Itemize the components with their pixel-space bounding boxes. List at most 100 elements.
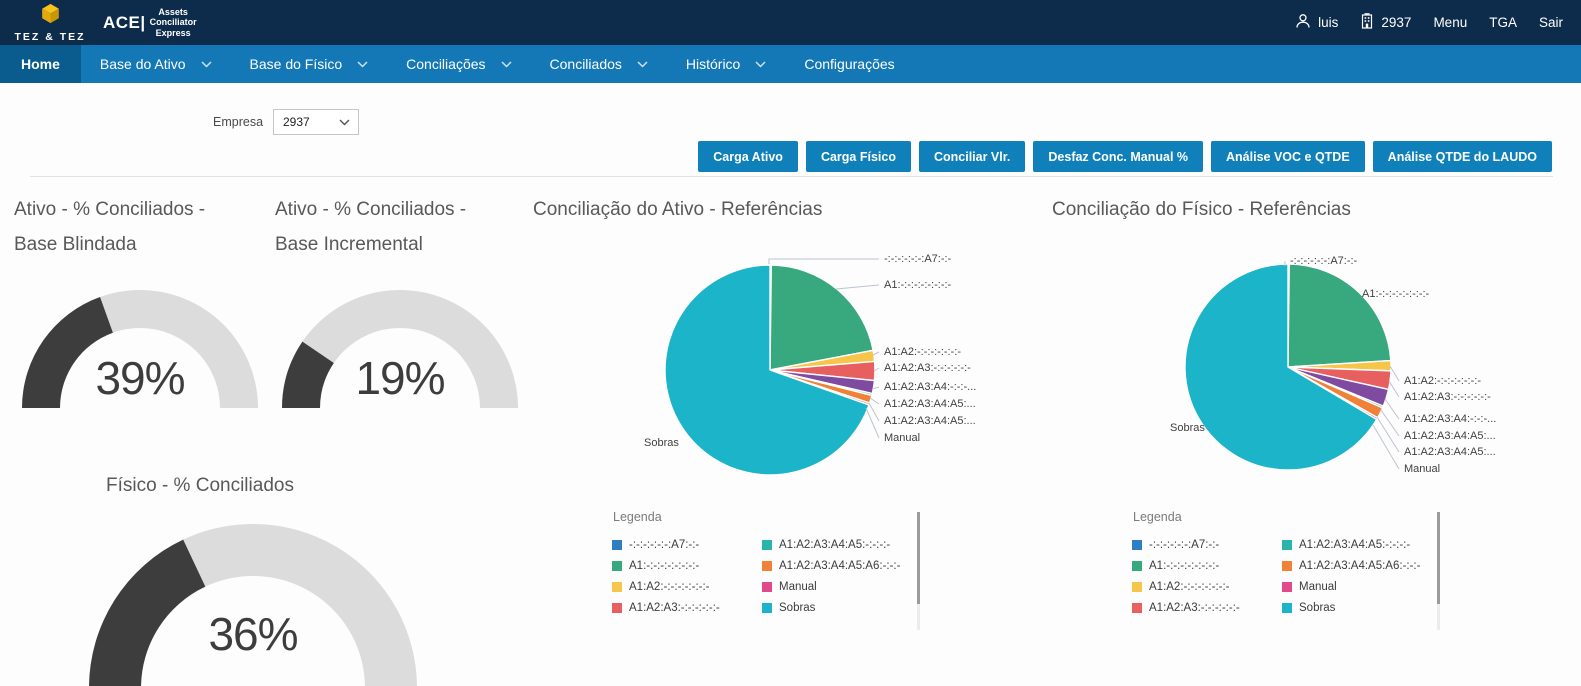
gauge-fill-arc [89, 539, 206, 686]
legend-pie-fisico-referencias: Legenda -:-:-:-:-:-:A7:-:- A1:-:-:-:-:-:-:… [1132, 508, 1440, 634]
legend-item-label: A1:A2:A3:-:-:-:-:-:- [629, 601, 720, 614]
legend-swatch [1282, 560, 1292, 571]
legend-item-label: Manual [1299, 580, 1337, 593]
gauge-value: 36% [208, 608, 297, 660]
nav-item-label: Base do Ativo [99, 56, 186, 72]
legend-swatch [1282, 581, 1292, 592]
legend-item-label: A1:A2:A3:A4:A5:A6:-:-:- [1299, 559, 1421, 572]
company-selector[interactable]: 2937 [1360, 13, 1411, 32]
carga-fisico-button[interactable]: Carga Físico [805, 141, 911, 172]
chevron-down-icon [357, 60, 368, 68]
pie-callout-line [873, 367, 880, 372]
nav-item-label: Conciliações [406, 56, 486, 72]
gauge-value: 39% [95, 352, 184, 404]
legend-item-label: Sobras [779, 601, 816, 614]
pie-callout-line [1380, 409, 1400, 437]
legend-scrollbar-thumb[interactable] [1437, 512, 1440, 604]
legend-item-label: A1:A2:-:-:-:-:-:-:- [629, 580, 710, 593]
pie-slice-sobras[interactable] [1184, 263, 1378, 471]
analise-qtde-do-laudo-button[interactable]: Análise QTDE do LAUDO [1372, 141, 1552, 172]
section-divider [30, 176, 1553, 177]
nav-item-historico[interactable]: Histórico [667, 45, 785, 83]
app-brand: ACE| Assets Conciliator Express [103, 7, 197, 39]
pie-callout-label: Sobras [1170, 422, 1205, 434]
legend-item-a1: A1:-:-:-:-:-:-:-:- [612, 555, 762, 576]
pie-callout-line [1389, 365, 1400, 382]
nav-item-label: Histórico [685, 56, 741, 72]
legend-item-a1-a2-a3-a4-a5-a6: A1:A2:A3:A4:A5:A6:-:-:- [762, 555, 920, 576]
legend-item-label: A1:A2:A3:A4:A5:A6:-:-:- [779, 559, 901, 572]
nav-item-label: Conciliados [549, 56, 622, 72]
legend-item-sobras: Sobras [1282, 597, 1440, 618]
pie-callout-line [865, 407, 880, 439]
legend-item-manual: Manual [762, 576, 920, 597]
pie-slice-a1[interactable] [1287, 263, 1392, 368]
nav-item-label: Configurações [804, 56, 895, 72]
legend-item-label: A1:A2:-:-:-:-:-:-:- [1149, 580, 1230, 593]
chart-title: Conciliação do Ativo - Referências [533, 199, 823, 220]
nav-item-base-do-fisico[interactable]: Base do Físico [231, 45, 388, 83]
carga-ativo-button[interactable]: Carga Ativo [698, 141, 798, 172]
user-icon [1295, 13, 1311, 32]
pie-callout-label: A1:A2:A3:A4:-:-:-... [884, 381, 976, 393]
legend-item-sobras: Sobras [762, 597, 920, 618]
legend-item-label: Manual [779, 580, 817, 593]
nav-item-base-do-ativo[interactable]: Base do Ativo [81, 45, 231, 83]
legend-item-label: -:-:-:-:-:-:A7:-:- [629, 538, 700, 551]
nav-item-conciliacoes[interactable]: Conciliações [387, 45, 530, 83]
empresa-select[interactable]: 2937 [273, 109, 359, 135]
legend-swatch [1282, 602, 1292, 613]
brand-subtitle: Assets Conciliator Express [149, 6, 197, 38]
company-id: 2937 [1381, 15, 1412, 30]
sair-link[interactable]: Sair [1538, 15, 1563, 30]
pie-callout-label: A1:A2:-:-:-:-:-:-:- [884, 346, 961, 358]
chevron-down-icon [755, 60, 766, 68]
analise-voc-e-qtde-button[interactable]: Análise VOC e QTDE [1211, 141, 1365, 172]
pie-callout-line [1384, 398, 1400, 420]
legend-items: -:-:-:-:-:-:A7:-:- A1:-:-:-:-:-:-:-:- A1:A… [1132, 534, 1440, 618]
pie-slice-a1[interactable] [769, 264, 874, 371]
logo-title: TEZ & TEZ [14, 31, 86, 43]
topbar: TEZ & TEZ ACE| Assets Conciliator Expres… [0, 0, 1581, 45]
legend-scrollbar[interactable] [917, 512, 920, 630]
pie-ativo-referencias: -:-:-:-:-:-:A7:-:- A1:-:-:-:-:-:-:-:- A1:A… [644, 253, 976, 475]
pie-callout-label: A1:A2:A3:A4:A5:... [884, 415, 976, 427]
pie-callout-label: A1:A2:A3:A4:A5:... [884, 398, 976, 410]
legend-item-a1-a2-a3-a4-a5: A1:A2:A3:A4:A5:-:-:-:- [762, 534, 920, 555]
legend-scrollbar-thumb[interactable] [917, 512, 920, 604]
user-menu[interactable]: luis [1295, 13, 1338, 32]
pie-callout-line [871, 386, 880, 390]
tga-link[interactable]: TGA [1489, 15, 1517, 30]
legend-item-label: A1:A2:A3:A4:A5:-:-:-:- [1299, 538, 1411, 551]
nav-item-conciliados[interactable]: Conciliados [531, 45, 667, 83]
desfaz-conc-manual-button[interactable]: Desfaz Conc. Manual % [1033, 141, 1204, 172]
legend-swatch [1132, 539, 1142, 550]
pie-callout-label: Manual [1404, 463, 1440, 475]
conciliar-vlr-button[interactable]: Conciliar Vlr. [918, 141, 1026, 172]
legend-swatch [1282, 539, 1292, 550]
menu-link[interactable]: Menu [1433, 15, 1468, 30]
pie-slice-sobras[interactable] [664, 264, 870, 475]
cube-logo-icon [39, 2, 62, 30]
gauge-value: 19% [355, 352, 444, 404]
pie-callout-line [1376, 416, 1400, 453]
gauge-fill-arc [282, 341, 334, 408]
legend-item-label: A1:-:-:-:-:-:-:-:- [1149, 559, 1220, 572]
pie-callout-line [1388, 380, 1400, 398]
topbar-right: luis 2937 Menu TGA Sair [1295, 13, 1563, 32]
nav-item-home[interactable]: Home [0, 45, 81, 83]
legend-scrollbar[interactable] [1437, 512, 1440, 630]
legend-swatch [762, 602, 772, 613]
company-logo[interactable]: TEZ & TEZ [13, 2, 87, 43]
legend-item-a7: -:-:-:-:-:-:A7:-:- [612, 534, 762, 555]
legend-pie-ativo-referencias: Legenda -:-:-:-:-:-:A7:-:- A1:-:-:-:-:-:-:… [612, 508, 920, 634]
legend-item-a1-a2-a3: A1:A2:A3:-:-:-:-:-:- [1132, 597, 1282, 618]
legend-item-a1-a2: A1:A2:-:-:-:-:-:-:- [1132, 576, 1282, 597]
empresa-value: 2937 [283, 115, 310, 129]
pie-callout-label: A1:A2:-:-:-:-:-:-:- [1404, 375, 1481, 387]
legend-items: -:-:-:-:-:-:A7:-:- A1:-:-:-:-:-:-:-:- A1:A… [612, 534, 920, 618]
nav-item-configuracoes[interactable]: Configurações [785, 45, 913, 83]
chevron-down-icon [339, 119, 350, 126]
nav-item-label: Home [21, 56, 60, 72]
